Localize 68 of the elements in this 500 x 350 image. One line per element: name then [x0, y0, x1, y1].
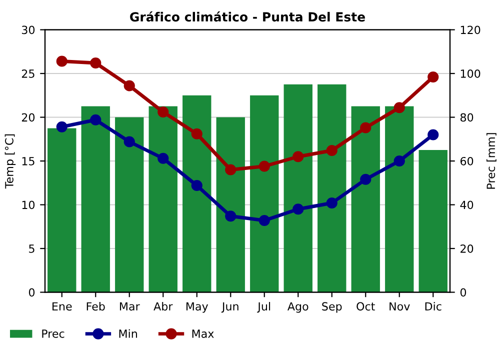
x-tick-label: Ago	[287, 302, 308, 313]
bar	[48, 128, 76, 292]
bar	[216, 117, 245, 292]
x-tick-label: Nov	[390, 302, 410, 311]
legend-label: Max	[192, 330, 214, 338]
y-tick-label: 20	[22, 113, 35, 122]
point	[90, 57, 102, 69]
y2-axis-title: Prec [mm]	[486, 133, 496, 189]
bar	[284, 84, 312, 292]
bar	[250, 95, 279, 292]
y-tick-label: 10	[22, 200, 35, 210]
point	[158, 106, 169, 118]
point	[90, 114, 102, 126]
y-tick-label: 25	[22, 69, 34, 78]
y-tick-label: 30	[22, 26, 35, 34]
point	[158, 152, 169, 164]
point	[258, 160, 270, 172]
x-tick-label: Abr	[154, 302, 173, 311]
point	[292, 204, 304, 215]
bar	[148, 106, 178, 292]
x-tick-label: Ene	[52, 302, 72, 311]
x-tick-label: Jul	[257, 302, 270, 313]
legend-label: Prec	[42, 330, 64, 338]
point	[191, 128, 202, 140]
x-tick-label: Sep	[322, 302, 342, 313]
bar	[418, 150, 448, 292]
y2-tick-label: 60	[460, 156, 474, 166]
y2-tick-label: 100	[460, 69, 480, 78]
bar	[318, 84, 346, 292]
bar	[115, 117, 144, 292]
y2-tick-label: 80	[460, 113, 474, 122]
x-tick-label: May	[186, 302, 208, 313]
x-tick-label: Mar	[120, 302, 140, 311]
point	[326, 144, 338, 156]
y-axis-title: Temp [°C]	[4, 134, 16, 189]
point	[360, 122, 372, 134]
bar	[351, 106, 380, 292]
point	[124, 136, 135, 148]
bar	[182, 95, 212, 292]
point	[124, 80, 135, 92]
y2-tick-label: 120	[460, 26, 480, 34]
point	[56, 121, 68, 132]
point	[258, 214, 270, 226]
bar	[385, 106, 414, 292]
x-tick-label: Dic	[425, 302, 442, 311]
point	[326, 197, 338, 209]
chart-title: Gráfico climático - Punta Del Este	[130, 11, 365, 22]
point	[292, 151, 304, 162]
point	[394, 102, 405, 114]
y-tick-label: 15	[22, 157, 34, 166]
x-tick-label: Jun	[221, 302, 238, 313]
point	[225, 210, 236, 222]
y2-tick-label: 20	[460, 244, 474, 253]
x-tick-label: Oct	[356, 302, 375, 311]
point	[428, 71, 439, 83]
point	[56, 56, 68, 67]
x-tick-label: Feb	[86, 302, 105, 311]
point	[360, 174, 372, 185]
y2-tick-label: 40	[460, 200, 474, 210]
y-tick-label: 5	[29, 244, 34, 253]
point	[428, 129, 439, 140]
y-tick-label: 0	[28, 288, 35, 297]
point	[191, 180, 202, 192]
point	[225, 164, 236, 176]
legend-label: Min	[119, 329, 137, 338]
y2-tick-label: 0	[460, 288, 466, 297]
bar	[81, 106, 110, 292]
point	[394, 155, 405, 167]
